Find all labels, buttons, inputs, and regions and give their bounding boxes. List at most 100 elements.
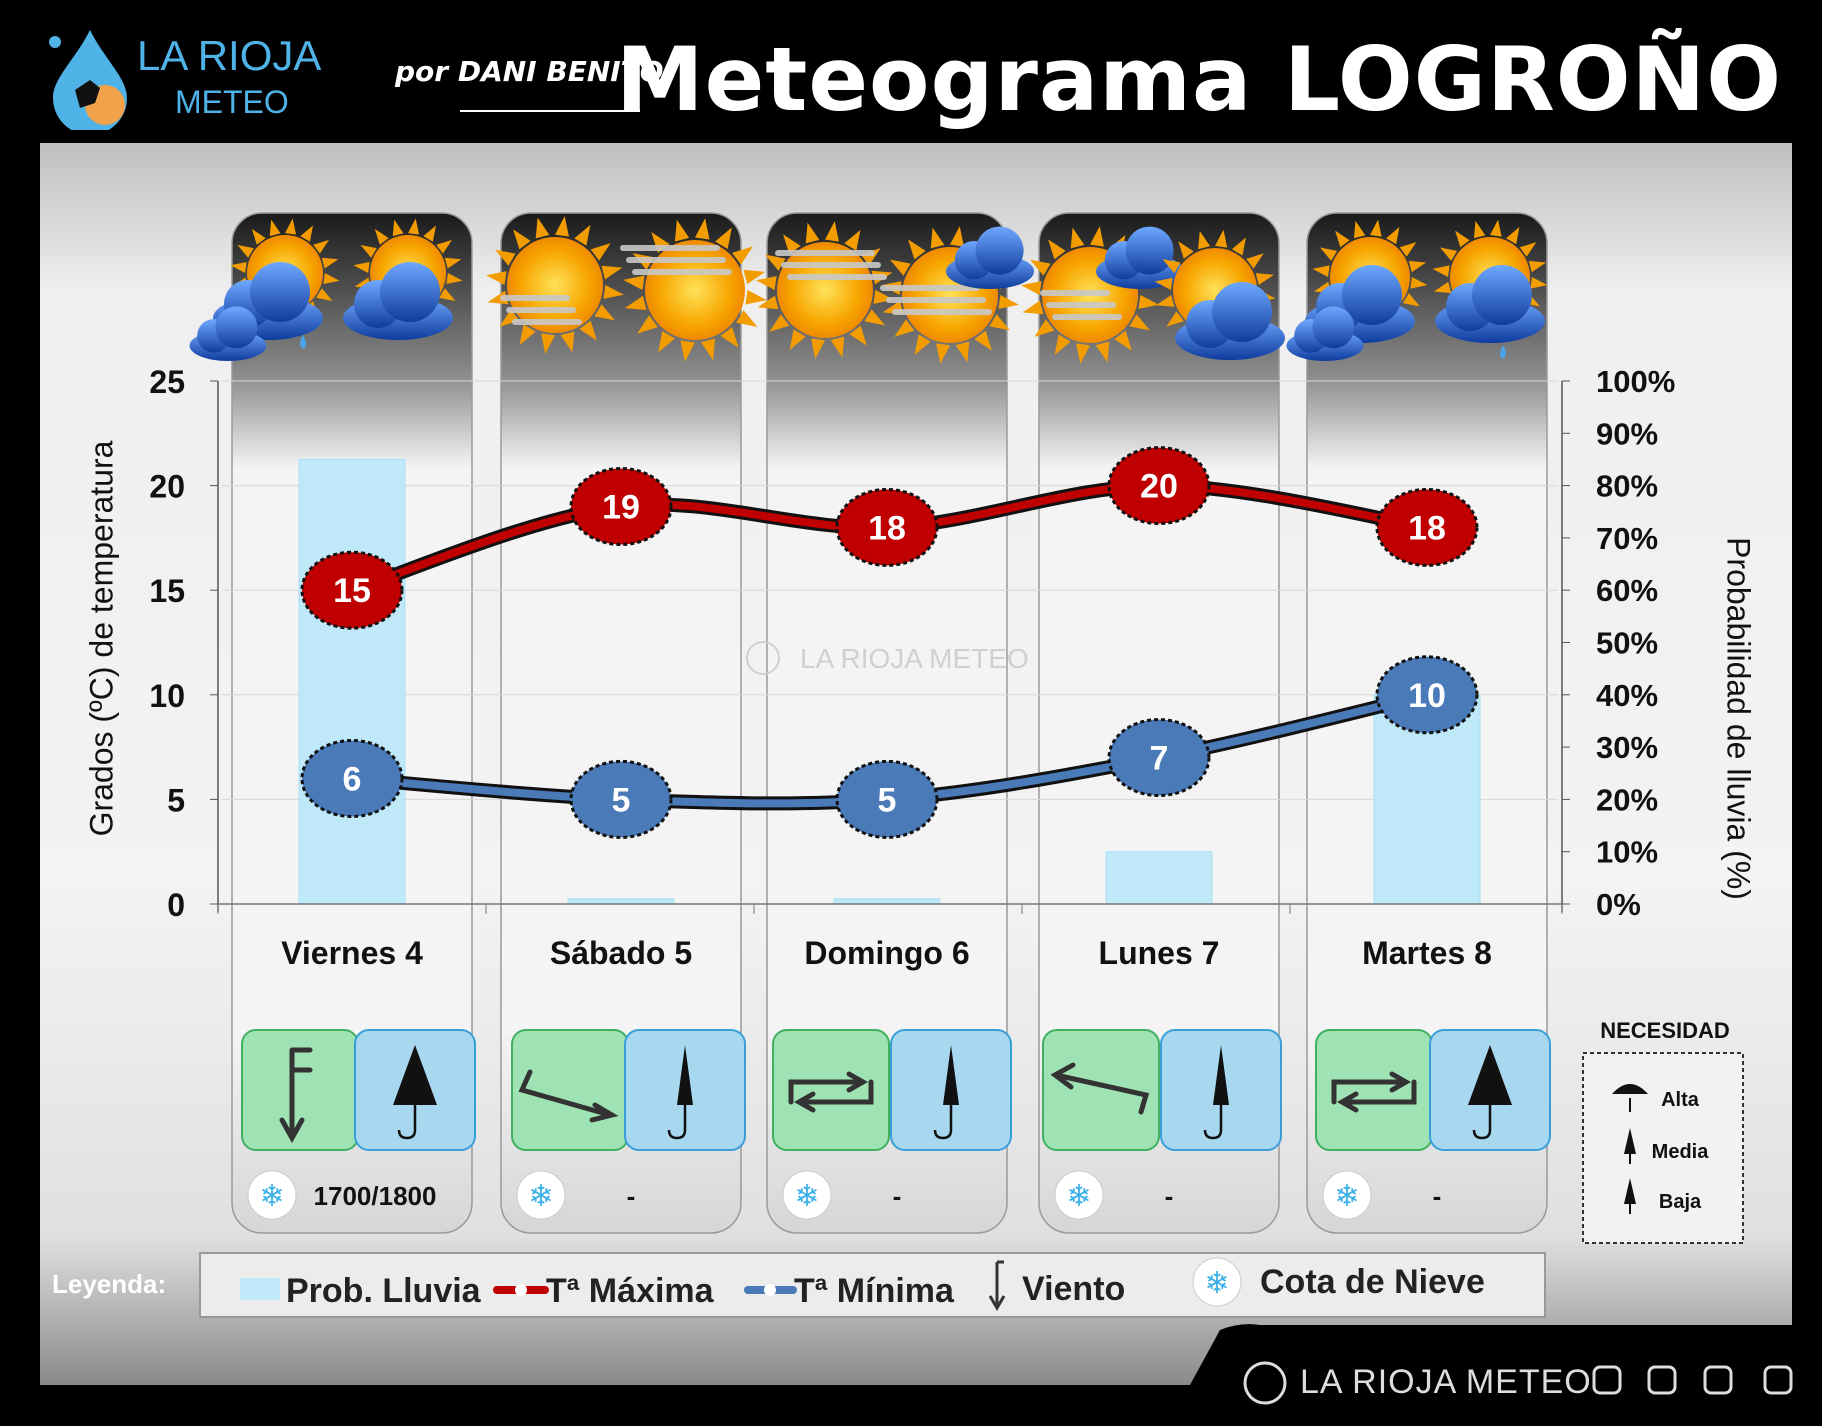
max-temp-point: [1107, 446, 1211, 526]
sun-ray: [745, 290, 767, 305]
snowflake-icon: [1054, 1170, 1104, 1220]
sun-ray: [590, 243, 611, 261]
sun-ray: [1370, 219, 1382, 237]
legend-rain-label: Prob. Lluvia: [286, 1272, 482, 1310]
sun-ray: [936, 343, 950, 364]
cloud-part: [1312, 306, 1355, 349]
sun-ray: [736, 310, 758, 327]
sun-ray: [408, 218, 420, 235]
instagram-icon-shape: [1703, 1365, 1733, 1395]
sun-ray: [623, 275, 645, 290]
left-axis-label: Grados (ºC) de temperatura: [83, 440, 120, 837]
logo: LA RIOJA METEO: [45, 20, 345, 140]
sun-ray: [930, 227, 945, 249]
right-tick-label: 30%: [1596, 730, 1658, 765]
cloud-icon: [189, 306, 267, 361]
max-temp-point: [300, 550, 404, 630]
logo-line1: LA RIOJA: [137, 32, 322, 79]
sun-ray: [436, 239, 453, 254]
snowflake-glyph: ❄: [1334, 1179, 1359, 1214]
sun-ray: [1335, 230, 1350, 248]
cloud-part: [380, 262, 440, 322]
fog-line: [775, 250, 875, 256]
max-temp-point: [835, 487, 939, 567]
facebook-icon-shape: [1592, 1365, 1622, 1395]
sun-ray: [715, 227, 732, 249]
sun-ray: [1090, 226, 1104, 247]
right-tick-label: 80%: [1596, 469, 1658, 504]
sun-ray: [783, 234, 801, 255]
fog-line: [787, 274, 887, 280]
min-temp-point: [300, 738, 404, 818]
cloud-icon: [343, 262, 453, 340]
twitter-icon: [1647, 1365, 1677, 1395]
sun-ray: [757, 295, 779, 310]
sun-ray: [1490, 219, 1502, 237]
sun-ray: [637, 315, 658, 334]
left-tick-label: 15: [149, 573, 185, 609]
sun-ray: [844, 230, 861, 251]
sun-ray: [651, 232, 670, 253]
snow-level: ❄ 1700/1800: [247, 1170, 436, 1220]
sun-ray: [353, 261, 370, 273]
wind-box: [511, 1029, 629, 1151]
sun-ray: [601, 265, 623, 280]
snowflake-icon: [247, 1170, 297, 1220]
rain-bar: [567, 898, 675, 905]
min-temp-label: 6: [343, 760, 362, 798]
umbrella-icon: [1468, 1045, 1512, 1105]
fog-line: [886, 297, 986, 303]
umbrella-handle: [667, 1105, 687, 1140]
sun-ray: [1198, 231, 1211, 250]
umbrella-handle: [933, 1105, 953, 1140]
sun-ray: [316, 288, 333, 301]
snowflake-glyph: ❄: [1066, 1179, 1091, 1214]
sun-ray: [603, 285, 624, 299]
cloud-part: [250, 262, 310, 322]
snow-level-value: -: [627, 1181, 636, 1211]
sun-ray: [894, 319, 915, 337]
sun-ray: [756, 276, 777, 290]
footer-brand: LA RIOJA METEO: [1300, 1363, 1592, 1401]
fog-line: [626, 257, 726, 263]
sun-ray: [374, 228, 389, 245]
snowflake-icon: [782, 1170, 832, 1220]
fog-icon: [620, 245, 732, 275]
min-temp-point: [569, 759, 673, 839]
sun-ray: [1022, 300, 1044, 315]
x-tick-label: Sábado 5: [550, 935, 692, 971]
max-temp-label: 18: [868, 509, 906, 547]
youtube-icon: [1763, 1365, 1793, 1395]
max-temp-label: 15: [333, 572, 371, 610]
necesidad-box: [1582, 1052, 1744, 1244]
wind-arrow-icon: [1050, 1062, 1150, 1115]
byline: por DANI BENITO: [395, 55, 664, 88]
right-tick-label: 70%: [1596, 521, 1658, 556]
max-temp-label: 18: [1408, 509, 1446, 547]
wind-arrow-icon: [279, 1047, 313, 1144]
wind-arrow-icon: [518, 1069, 619, 1123]
right-tick-label: 100%: [1596, 364, 1675, 399]
right-tick-label: 60%: [1596, 573, 1658, 608]
sun-ray: [830, 336, 845, 358]
cloud-icon: [1286, 306, 1364, 361]
sun-ray: [495, 249, 516, 266]
snowflake-glyph: ❄: [528, 1179, 553, 1214]
sun-ray: [1162, 259, 1181, 274]
snowflake-legend-glyph: ❄: [1204, 1266, 1229, 1301]
logo-line2: METEO: [175, 84, 289, 120]
sun-ray: [1154, 277, 1173, 290]
umbrella-icon: [677, 1045, 693, 1105]
sun-ray: [1129, 314, 1150, 331]
sun-ray: [300, 225, 313, 242]
facebook-icon: [1592, 1365, 1622, 1395]
cloud-part: [975, 226, 1024, 275]
sun-ray: [1054, 334, 1071, 355]
sun-ray: [392, 219, 404, 237]
sun-ray: [439, 288, 456, 301]
sun-ray: [486, 271, 507, 285]
wind-box: [1042, 1029, 1160, 1151]
sun-ray: [1156, 294, 1175, 307]
sun-disc: [777, 242, 873, 338]
page-title: Meteograma LOGROÑO: [616, 28, 1782, 131]
